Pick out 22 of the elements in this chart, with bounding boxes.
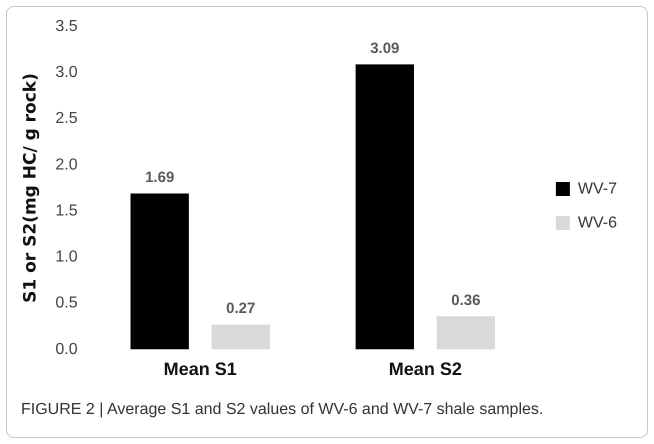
bar [436,316,496,350]
y-axis-title: S1 or S2(mg HC/ g rock) [20,73,41,303]
data-label: 0.36 [451,292,480,309]
data-label: 0.27 [226,300,256,318]
y-tick-label: 2.5 [55,110,78,128]
y-tick-label: 3.5 [55,18,78,36]
y-tick-label: 2.0 [55,156,78,174]
x-tick-label: Mean S1 [164,359,237,380]
legend-label: WV-6 [578,214,618,232]
y-tick-label: 0.0 [55,340,78,358]
y-tick-label: 1.0 [55,248,78,266]
y-tick-label: 1.5 [55,202,78,220]
bar [130,194,189,350]
x-tick-label: Mean S2 [388,359,462,380]
data-label: 3.09 [370,40,400,58]
legend-label: WV-7 [578,180,618,198]
bar [356,64,414,350]
caption: FIGURE 2 | Average S1 and S2 values of WV-6 and WV-7 shale samples. [21,401,544,419]
y-tick-label: 3.0 [55,64,78,82]
bar [212,324,270,350]
data-label: 1.69 [145,169,174,186]
y-tick-label: 0.5 [55,294,78,312]
